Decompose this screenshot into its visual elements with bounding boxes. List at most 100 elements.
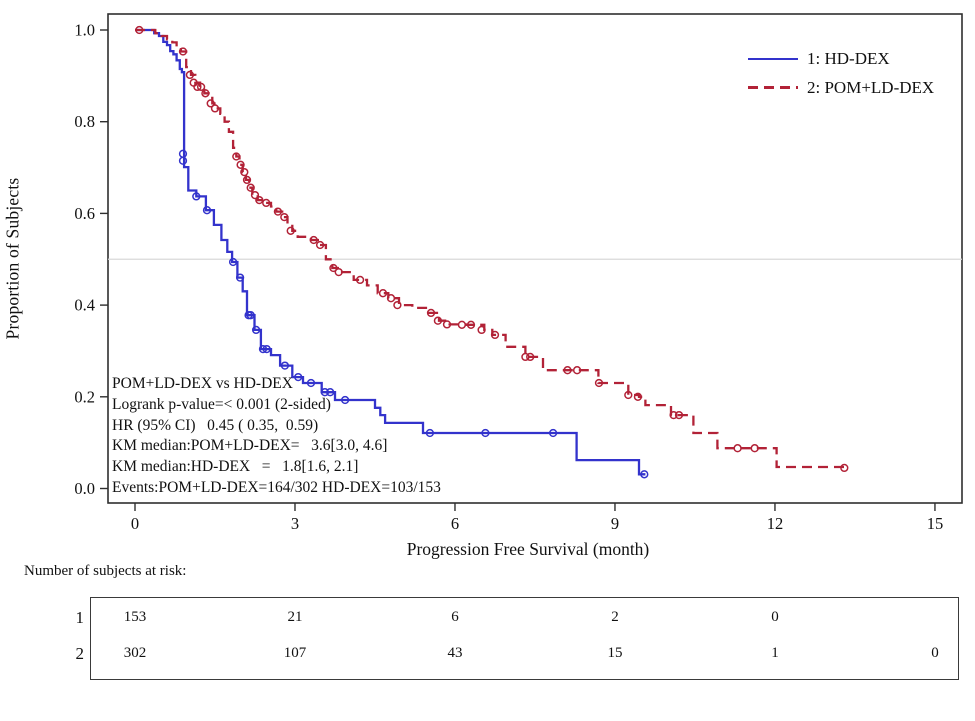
censor-mark-pom-ld-dex	[386, 294, 396, 303]
censor-mark-hd-dex	[235, 273, 245, 282]
censor-mark-pom-ld-dex	[572, 366, 582, 375]
censor-mark-hd-dex	[548, 428, 558, 438]
plot-border	[107, 13, 963, 504]
x-tick-label: 12	[767, 514, 784, 533]
censor-mark-pom-ld-dex	[466, 320, 476, 329]
censor-mark-pom-ld-dex	[624, 390, 633, 400]
censor-mark-hd-dex	[640, 470, 649, 479]
y-tick-label: 0.6	[74, 204, 95, 223]
censor-mark-hd-dex	[228, 257, 238, 267]
censor-mark-pom-ld-dex	[669, 410, 678, 420]
censor-mark-pom-ld-dex	[201, 89, 210, 98]
annotation-logrank: Logrank p-value=< 0.001 (2-sided)	[112, 395, 331, 413]
y-tick-label: 0.8	[74, 112, 95, 131]
at-risk-row-label-1: 1	[75, 608, 85, 627]
censor-mark-pom-ld-dex	[315, 240, 325, 250]
censor-mark-pom-ld-dex	[178, 47, 188, 56]
x-tick-label: 15	[927, 514, 944, 533]
km-curve-hd-dex	[135, 28, 646, 476]
y-tick-label: 0.0	[74, 479, 95, 498]
legend-line-solid-blue-icon	[748, 57, 798, 60]
censor-mark-pom-ld-dex	[280, 212, 289, 222]
legend-entry-pom-ld-dex: 2: POM+LD-DEX	[748, 73, 934, 102]
annotation-events: Events:POM+LD-DEX=164/302 HD-DEX=103/153	[112, 478, 441, 496]
at-risk-row-label-2: 2	[75, 644, 85, 663]
censor-mark-hd-dex	[251, 325, 261, 335]
censor-marks	[135, 25, 849, 479]
censor-mark-hd-dex	[306, 378, 316, 388]
at-risk-count: 15	[607, 645, 623, 661]
censor-mark-hd-dex	[294, 372, 303, 382]
legend-label-pom-ld-dex: 2: POM+LD-DEX	[807, 77, 935, 97]
censor-mark-pom-ld-dex	[255, 195, 264, 205]
y-axis-title: Proportion of Subjects	[2, 177, 23, 340]
stats-annotation-block: POM+LD-DEX vs HD-DEX Logrank p-value=< 0…	[112, 374, 441, 499]
censor-mark-pom-ld-dex	[185, 70, 195, 80]
censor-mark-hd-dex	[262, 344, 271, 354]
censor-mark-hd-dex	[178, 156, 188, 165]
censor-mark-pom-ld-dex	[355, 275, 365, 285]
at-risk-count: 302	[123, 645, 147, 661]
at-risk-count: 43	[447, 645, 463, 661]
plot-frame	[107, 13, 963, 504]
censor-mark-pom-ld-dex	[563, 366, 572, 375]
annotation-km-median-pom: KM median:POM+LD-DEX= 3.6[3.0, 4.6]	[112, 437, 388, 455]
censor-mark-hd-dex	[202, 206, 212, 215]
at-risk-count: 153	[123, 609, 147, 625]
censor-mark-pom-ld-dex	[457, 320, 467, 329]
censor-mark-pom-ld-dex	[236, 160, 245, 169]
x-axis-title: Progression Free Survival (month)	[406, 539, 650, 559]
censor-mark-pom-ld-dex	[210, 104, 220, 113]
x-tick-label: 3	[291, 514, 299, 533]
at-risk-count: 6	[451, 609, 459, 625]
x-tick-label: 0	[131, 514, 139, 533]
censor-mark-hd-dex	[246, 311, 255, 320]
legend-label-hd-dex: 1: HD-DEX	[807, 48, 890, 68]
censor-mark-pom-ld-dex	[334, 267, 343, 277]
y-tick-label: 0.4	[74, 296, 95, 315]
censor-mark-pom-ld-dex	[242, 175, 252, 185]
censor-mark-hd-dex	[425, 428, 435, 438]
censor-mark-pom-ld-dex	[246, 183, 255, 192]
censor-mark-hd-dex	[280, 361, 290, 370]
censor-mark-pom-ld-dex	[442, 320, 452, 329]
annotation-km-median-hd: KM median:HD-DEX = 1.8[1.6, 2.1]	[112, 458, 359, 476]
censor-mark-hd-dex	[326, 388, 335, 397]
legend-line-dashed-red-icon	[748, 86, 798, 89]
censor-mark-pom-ld-dex	[840, 463, 849, 473]
at-risk-header: Number of subjects at risk:	[24, 563, 187, 579]
censor-mark-pom-ld-dex	[594, 378, 604, 388]
censor-mark-pom-ld-dex	[232, 152, 241, 161]
annotation-hazard-ratio: HR (95% CI) 0.45 ( 0.35, 0.59)	[112, 416, 319, 434]
censor-mark-pom-ld-dex	[433, 316, 443, 325]
censor-mark-hd-dex	[481, 428, 490, 438]
censor-mark-pom-ld-dex	[393, 300, 402, 310]
censor-mark-pom-ld-dex	[750, 444, 759, 453]
censor-mark-pom-ld-dex	[262, 198, 271, 208]
annotation-comparison: POM+LD-DEX vs HD-DEX	[112, 375, 293, 392]
x-tick-label: 9	[611, 514, 619, 533]
censor-mark-pom-ld-dex	[521, 352, 530, 362]
legend: 1: HD-DEX 2: POM+LD-DEX	[748, 44, 934, 102]
censor-mark-pom-ld-dex	[733, 444, 742, 453]
at-risk-table-border	[90, 597, 959, 680]
at-risk-count: 107	[283, 645, 307, 661]
at-risk-count: 2	[611, 609, 619, 625]
legend-entry-hd-dex: 1: HD-DEX	[748, 44, 934, 73]
censor-mark-pom-ld-dex	[477, 325, 486, 335]
at-risk-count: 1	[771, 645, 779, 661]
y-tick-label: 1.0	[74, 21, 95, 40]
censor-mark-hd-dex	[320, 388, 330, 397]
censor-mark-pom-ld-dex	[378, 289, 388, 298]
censor-mark-hd-dex	[258, 344, 268, 354]
censor-mark-pom-ld-dex	[674, 410, 684, 420]
censor-mark-pom-ld-dex	[286, 226, 295, 235]
censor-mark-pom-ld-dex	[196, 82, 206, 92]
censor-mark-pom-ld-dex	[490, 330, 500, 340]
at-risk-count: 0	[771, 609, 779, 625]
censor-mark-hd-dex	[340, 395, 350, 405]
censor-mark-pom-ld-dex	[193, 82, 202, 92]
censor-mark-pom-ld-dex	[250, 190, 260, 200]
